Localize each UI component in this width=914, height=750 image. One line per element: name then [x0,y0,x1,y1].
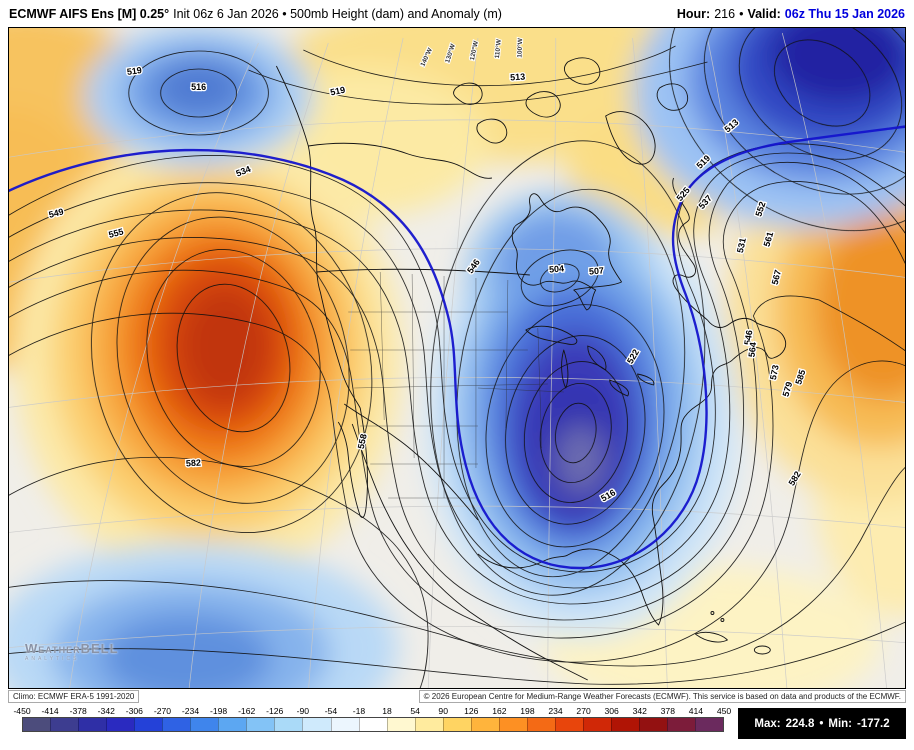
colorbar-color-cell [695,718,724,731]
colorbar-color-cell [190,718,219,731]
colorbar-color-cell [498,718,527,731]
separator: • [739,6,744,21]
contour-label: 513 [510,71,526,82]
colorbar-color-cell [582,718,611,731]
colorbar-color-cell [610,718,640,731]
state-boundaries [348,271,564,499]
colorbar-tick-label: -414 [41,706,59,716]
colorbar-color-cell [162,718,191,731]
contour-label: 504 [549,263,565,274]
valid-label: Valid: [747,6,781,21]
colorbar-color-cell [667,718,696,731]
min-value: -177.2 [857,717,890,730]
colorbar-tick-label: 270 [576,706,591,716]
map-title: ECMWF AIFS Ens [M] 0.25° Init 06z 6 Jan 2… [9,7,502,21]
colorbar-tick-label: -342 [97,706,115,716]
colorbar-color-cell [526,718,555,731]
attribution-bar: Climo: ECMWF ERA-5 1991-2020 © 2026 Euro… [8,690,906,703]
contour-label: 546 [742,329,754,345]
colorbar-tick-label: -450 [13,706,31,716]
colorbar-color-cell [358,718,387,731]
climo-note: Climo: ECMWF ERA-5 1991-2020 [8,690,140,703]
colorbar-tick-label: 18 [382,706,392,716]
max-value: 224.8 [785,717,815,730]
colorbar-tick-label: 378 [660,706,675,716]
blue-contour-540 [9,125,905,570]
colorbar-tick-label: -54 [324,706,338,716]
graticule-label: 100°W [516,37,525,58]
colorbar-tick-label: -306 [125,706,143,716]
colorbar-tick-label: 234 [548,706,563,716]
colorbar-tick-label: -234 [181,706,200,716]
contour-label: 519 [329,85,346,98]
colorbar-tick-label: -18 [352,706,366,716]
colorbar-tick-label: -198 [209,706,228,716]
weatherbell-logo-text: WeatherBELL [25,641,119,656]
colorbar-tick-label: 198 [520,706,535,716]
colorbar-tick-label: 414 [688,706,704,716]
weather-map: 516 519 534 549 555 519 513 504 507 546 558 582 582 5… [8,27,906,689]
maxmin-box: Max: 224.8 • Min: -177.2 [738,708,906,739]
colorbar-tick-label: 162 [492,706,507,716]
colorbar-color-cell [414,718,443,731]
colorbar-tick-label: -126 [266,706,284,716]
colorbar-color-cell [134,718,163,731]
colorbar-color-cell [639,718,668,731]
weatherbell-logo: WeatherBELL ANALYTICS [25,642,119,662]
colorbar-color-cell [106,718,135,731]
title-subtitle: Init 06z 6 Jan 2026 • 500mb Height (dam)… [173,6,502,21]
colorbar-tick-label: 54 [410,706,420,716]
colorbar-tick-label: 306 [604,706,619,716]
colorbar-tick-label: -90 [296,706,310,716]
contour-label: 582 [186,457,202,468]
colorbar-color-cell [23,718,51,731]
colorbar-tick-label: 342 [632,706,647,716]
contour-label: 564 [747,342,758,358]
colorbar-tick-labels: -450 -414 -378 -342 -306 -270 -234 -198 -162 -126… [8,706,738,716]
colorbar-color-cell [442,718,471,731]
graticule-label: 110°W [493,38,503,59]
contour-label: 507 [589,265,605,276]
colorbar-color-cell [386,718,415,731]
colorbar-tick-label: 450 [716,706,732,716]
contour-label: 519 [126,65,142,77]
min-label: Min: [828,717,853,730]
colorbar-color-cell [554,718,583,731]
model-name: ECMWF AIFS Ens [M] 0.25° [9,6,170,21]
colorbar-color-cell [50,718,79,731]
hour-valid: Hour: 216 • Valid: 06z Thu 15 Jan 2026 [673,7,905,21]
colorbar-tick-label: 90 [438,706,448,716]
maxmin-separator: • [819,717,824,730]
contour-label: 573 [768,364,781,381]
weatherbell-logo-subtext: ANALYTICS [25,656,80,662]
colorbar: -450 -414 -378 -342 -306 -270 -234 -198 -162 -126… [8,706,906,742]
hour-value: 216 [714,6,736,21]
colorbar-color-cell [246,718,275,731]
colorbar-tick-label: -270 [153,706,172,716]
valid-value: 06z Thu 15 Jan 2026 [784,6,905,21]
colorbar-tick-label: -378 [69,706,87,716]
colorbar-color-cell [78,718,107,731]
contour-lines [9,28,905,688]
colorbar-strip [22,717,724,732]
copyright-note: © 2026 European Centre for Medium-Range … [418,690,906,703]
colorbar-tick-label: 126 [464,706,479,716]
colorbar-tick-label: -162 [238,706,256,716]
contour-label: 516 [191,82,206,92]
max-label: Max: [754,717,781,730]
contour-label: 531 [735,237,748,254]
contour-label: 558 [356,433,369,450]
colorbar-color-cell [470,718,499,731]
colorbar-color-cell [218,718,247,731]
hour-label: Hour: [676,6,711,21]
colorbar-color-cell [330,718,359,731]
colorbar-color-cell [274,718,303,731]
colorbar-color-cell [302,718,331,731]
header-bar: ECMWF AIFS Ens [M] 0.25° Init 06z 6 Jan 2… [0,0,914,27]
